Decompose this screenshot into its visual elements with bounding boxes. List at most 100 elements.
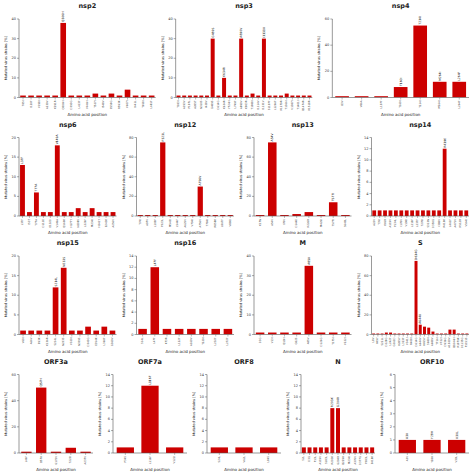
x-tick [400, 98, 401, 100]
bars [372, 261, 468, 335]
bar [426, 210, 430, 216]
bar [60, 23, 66, 98]
y-tick [252, 334, 254, 335]
x-tick-label: L100F [154, 218, 157, 226]
panel-title: ORF8 [234, 358, 254, 366]
x-tick-label: A85V [307, 337, 310, 344]
x-tick [185, 216, 186, 218]
x-tick-label: T1401I [297, 100, 300, 109]
y-axis-label: Mutated virus strains [%] [357, 154, 361, 199]
x-tick [407, 335, 408, 337]
x-tick-label: V341I [406, 337, 409, 345]
bars [20, 23, 154, 98]
x-tick [150, 453, 151, 455]
x-tick-label: D126G [320, 338, 323, 347]
y-tick [252, 137, 254, 138]
x-tick [229, 98, 230, 100]
x-tick [333, 335, 334, 337]
x-tick [345, 335, 346, 337]
x-tick [23, 98, 24, 100]
y-tick-label: 20 [364, 313, 368, 317]
y-tick-label: 0 [170, 96, 172, 100]
y-tick [205, 385, 207, 386]
x-tick-label: I120F [30, 100, 33, 108]
x-tick [78, 216, 79, 218]
bar [45, 331, 51, 335]
bar-annotation: Q57H [39, 378, 43, 386]
bar [199, 329, 208, 335]
y-tick [393, 439, 395, 440]
x-tick-label: R1079K [457, 337, 460, 347]
y-tick [252, 256, 254, 257]
y-tick-label: 0 [131, 214, 133, 218]
y-tick [17, 374, 19, 375]
x-tick-label: G204R [337, 456, 340, 465]
panel: nsp1505101520V60IA66VE93KK136RS214LN233S… [4, 239, 117, 354]
x-tick [154, 335, 155, 337]
x-tick [320, 453, 321, 455]
y-tick [174, 58, 176, 59]
bar [413, 26, 427, 98]
x-tick [309, 453, 310, 455]
x-tick [268, 453, 269, 455]
y-tick-label: 0 [14, 214, 16, 218]
x-tick [373, 335, 374, 337]
x-tick [372, 453, 373, 455]
x-tick-label: L47F [153, 337, 156, 344]
x-tick-label: V198I [38, 100, 41, 108]
panel-title: nsp4 [392, 2, 410, 10]
x-tick [79, 98, 80, 100]
bar [97, 212, 102, 216]
panel-title: nsp14 [409, 121, 432, 129]
bars [256, 142, 350, 216]
bar-annotation: G204R [336, 397, 340, 407]
y-axis-line [371, 138, 372, 217]
x-tick-label: D144E [295, 219, 298, 228]
x-tick [466, 216, 467, 218]
panel-title: nsp3 [235, 2, 253, 10]
x-tick-label: T77A [35, 219, 38, 226]
y-tick [135, 157, 137, 158]
panel: nsp13020406080K17NA54VI78VD144EK226RM429… [239, 121, 352, 236]
x-tick-label: T85I [22, 100, 25, 106]
bar [399, 440, 416, 453]
y-axis-line [19, 375, 20, 454]
y-tick-label: 12 [129, 265, 133, 269]
bar-annotation: G489S [211, 28, 215, 38]
y-tick [330, 45, 332, 46]
y-tick-label: 14 [364, 136, 369, 140]
x-tick [298, 98, 299, 100]
x-tick [292, 98, 293, 100]
x-tick [420, 98, 421, 100]
x-tick [96, 335, 97, 337]
bar [93, 94, 99, 98]
x-tick-label: A471V [454, 219, 457, 228]
y-tick-label: 10 [168, 76, 172, 80]
x-axis-label: Amino acid position [166, 230, 206, 235]
y-tick-label: 40 [129, 175, 133, 179]
x-tick-label: E93K [38, 337, 41, 344]
x-tick-label: S648L [344, 218, 347, 227]
x-tick-label: D936G [444, 338, 447, 347]
x-tick-label: R408I [410, 337, 413, 345]
x-tick [456, 453, 457, 455]
x-tick-label: L413F [78, 100, 81, 108]
x-tick [416, 335, 417, 337]
x-tick [195, 98, 196, 100]
y-tick [370, 334, 372, 335]
y-tick [111, 374, 113, 375]
bar-annotation: T160I [399, 77, 403, 87]
y-tick [252, 275, 254, 276]
x-tick-label: S313N [427, 219, 430, 228]
bar-annotation: A756V [198, 175, 202, 186]
y-tick-label: 20 [12, 425, 16, 429]
x-tick-label: V60I [22, 337, 25, 343]
x-tick-label: G489S [211, 100, 214, 109]
x-tick-label: H177Y [70, 219, 73, 228]
x-tick [459, 98, 460, 100]
y-axis-label: Mutated virus strains [%] [239, 273, 243, 318]
x-tick [394, 335, 395, 337]
x-tick-label: H49Y [376, 337, 379, 344]
x-tick-label: A119V [319, 456, 322, 465]
y-tick-label: 0 [327, 96, 329, 100]
